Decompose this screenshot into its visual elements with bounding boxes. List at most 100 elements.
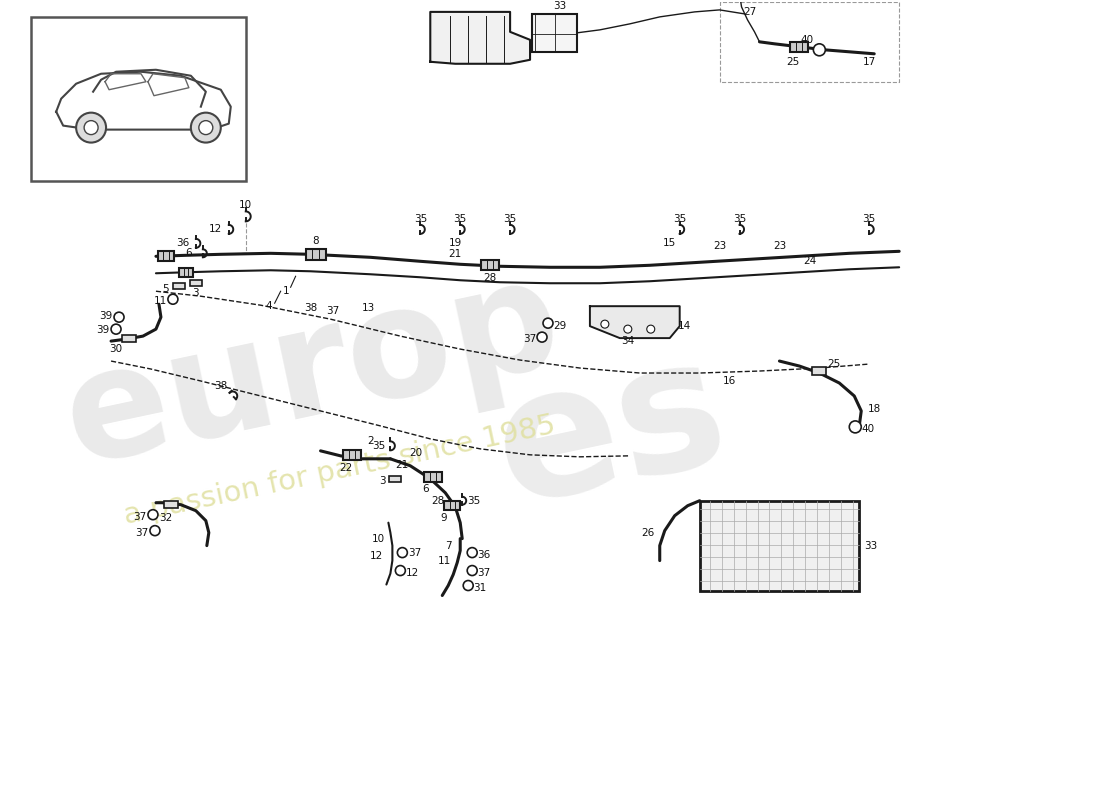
Text: 38: 38 <box>304 303 317 313</box>
Circle shape <box>624 325 631 333</box>
Text: 8: 8 <box>312 236 319 246</box>
Circle shape <box>537 332 547 342</box>
Bar <box>173 283 185 290</box>
Text: 24: 24 <box>803 256 816 266</box>
Text: 2: 2 <box>367 436 374 446</box>
Text: 12: 12 <box>370 550 383 561</box>
Text: 37: 37 <box>326 306 339 316</box>
Text: 36: 36 <box>176 238 189 248</box>
Text: 11: 11 <box>438 555 451 566</box>
Text: 14: 14 <box>678 321 691 331</box>
Text: 3: 3 <box>379 476 386 486</box>
Text: 21: 21 <box>449 250 462 259</box>
Circle shape <box>168 294 178 304</box>
Text: 35: 35 <box>372 441 385 451</box>
Text: 39: 39 <box>99 311 112 321</box>
Text: 37: 37 <box>477 567 491 578</box>
Text: 37: 37 <box>524 334 537 344</box>
Text: 25: 25 <box>827 359 840 369</box>
Text: 35: 35 <box>468 496 481 506</box>
Circle shape <box>647 325 654 333</box>
Text: 40: 40 <box>801 35 814 45</box>
Text: 3: 3 <box>192 288 199 298</box>
Text: 5: 5 <box>163 284 169 294</box>
Polygon shape <box>430 12 530 64</box>
Circle shape <box>468 548 477 558</box>
Polygon shape <box>590 306 680 338</box>
Text: 40: 40 <box>861 424 875 434</box>
Circle shape <box>543 318 553 328</box>
Circle shape <box>150 526 160 536</box>
Text: 12: 12 <box>209 224 222 234</box>
Text: 12: 12 <box>406 567 419 578</box>
Text: 10: 10 <box>372 534 385 544</box>
Text: es: es <box>481 321 741 541</box>
Bar <box>179 268 192 277</box>
Text: europ: europ <box>52 246 573 496</box>
Text: 1: 1 <box>283 286 289 296</box>
Bar <box>813 367 826 375</box>
Text: 32: 32 <box>160 513 173 522</box>
Bar <box>700 501 859 590</box>
Text: 22: 22 <box>339 462 352 473</box>
Text: 25: 25 <box>785 57 799 66</box>
Text: 38: 38 <box>214 381 228 391</box>
Text: 30: 30 <box>110 344 122 354</box>
Circle shape <box>148 510 158 520</box>
Text: 21: 21 <box>396 460 409 470</box>
Text: 6: 6 <box>422 484 429 494</box>
Text: 26: 26 <box>641 528 654 538</box>
Text: 39: 39 <box>97 325 110 335</box>
Text: 19: 19 <box>449 238 462 248</box>
Circle shape <box>111 324 121 334</box>
Bar <box>343 450 362 460</box>
Circle shape <box>84 121 98 134</box>
Bar <box>425 472 442 482</box>
Bar <box>158 251 174 262</box>
Text: 34: 34 <box>621 336 635 346</box>
Text: 33: 33 <box>865 541 878 550</box>
Circle shape <box>199 121 212 134</box>
Text: 35: 35 <box>504 214 517 224</box>
Bar <box>306 249 326 260</box>
Text: 29: 29 <box>553 321 566 331</box>
Circle shape <box>395 566 405 575</box>
Text: 36: 36 <box>477 550 491 559</box>
Circle shape <box>468 566 477 575</box>
Text: 37: 37 <box>135 528 149 538</box>
Bar <box>481 260 499 270</box>
Circle shape <box>191 113 221 142</box>
Text: 7: 7 <box>444 541 452 550</box>
Text: 9: 9 <box>440 513 447 522</box>
Text: 16: 16 <box>723 376 736 386</box>
Text: 17: 17 <box>862 57 876 66</box>
Text: 37: 37 <box>408 547 421 558</box>
Circle shape <box>76 113 106 142</box>
Circle shape <box>463 581 473 590</box>
Text: 6: 6 <box>186 248 192 258</box>
Text: 11: 11 <box>153 296 166 306</box>
Text: 35: 35 <box>414 214 427 224</box>
Bar <box>444 502 460 510</box>
Text: 13: 13 <box>362 303 375 313</box>
Bar <box>122 334 136 342</box>
Bar <box>532 14 576 52</box>
Text: 35: 35 <box>862 214 876 224</box>
Bar <box>31 17 245 182</box>
Text: 27: 27 <box>742 7 756 17</box>
Text: 15: 15 <box>663 238 676 248</box>
Circle shape <box>114 312 124 322</box>
Text: 37: 37 <box>133 512 146 522</box>
Circle shape <box>601 320 609 328</box>
Text: a passion for parts since 1985: a passion for parts since 1985 <box>121 411 558 530</box>
Circle shape <box>397 548 407 558</box>
Text: 33: 33 <box>553 1 566 11</box>
Text: 31: 31 <box>473 582 487 593</box>
Text: 18: 18 <box>868 404 881 414</box>
Text: 28: 28 <box>431 496 444 506</box>
Bar <box>164 502 178 508</box>
Text: 35: 35 <box>733 214 746 224</box>
Text: 28: 28 <box>484 274 497 283</box>
Bar <box>389 476 402 482</box>
Text: 23: 23 <box>713 242 726 251</box>
